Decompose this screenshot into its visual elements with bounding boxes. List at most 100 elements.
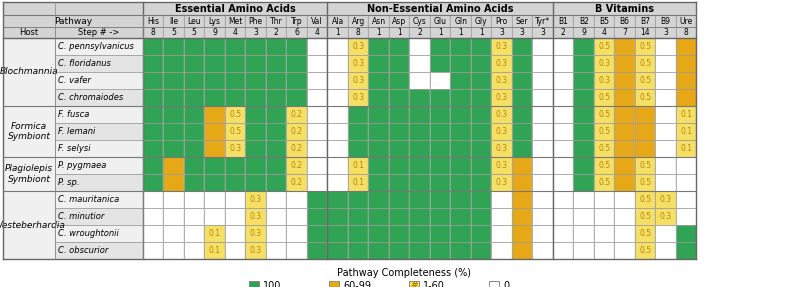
Bar bbox=[430, 174, 451, 191]
Bar bbox=[184, 89, 205, 106]
Bar bbox=[635, 174, 655, 191]
Bar bbox=[55, 157, 143, 174]
Bar bbox=[348, 157, 369, 174]
Bar bbox=[615, 225, 635, 242]
Bar bbox=[471, 225, 492, 242]
Bar bbox=[184, 123, 205, 140]
Text: C. vafer: C. vafer bbox=[58, 76, 91, 85]
Bar bbox=[553, 123, 574, 140]
Bar bbox=[574, 72, 594, 89]
Bar bbox=[389, 140, 409, 157]
Bar bbox=[205, 89, 225, 106]
Bar bbox=[676, 191, 697, 208]
Bar bbox=[55, 140, 143, 157]
Bar bbox=[245, 72, 266, 89]
Bar bbox=[163, 242, 184, 259]
Bar bbox=[594, 191, 615, 208]
Text: 4: 4 bbox=[233, 28, 238, 37]
Bar bbox=[225, 140, 245, 157]
Bar bbox=[205, 15, 225, 27]
Bar bbox=[55, 174, 143, 191]
Bar bbox=[307, 157, 328, 174]
Text: F. fusca: F. fusca bbox=[58, 110, 89, 119]
Bar bbox=[532, 89, 553, 106]
Text: 0.2: 0.2 bbox=[290, 161, 303, 170]
Text: Val: Val bbox=[311, 16, 323, 26]
Text: 0.7: 0.7 bbox=[516, 246, 528, 255]
Text: 0.3: 0.3 bbox=[496, 161, 508, 170]
Bar bbox=[532, 225, 553, 242]
Bar bbox=[307, 174, 328, 191]
Text: 0.5: 0.5 bbox=[229, 127, 241, 136]
Bar bbox=[574, 191, 594, 208]
Bar bbox=[574, 208, 594, 225]
Bar bbox=[225, 106, 245, 123]
Bar bbox=[512, 208, 532, 225]
Text: 3: 3 bbox=[253, 28, 258, 37]
Bar bbox=[328, 38, 348, 55]
Text: 0.3: 0.3 bbox=[250, 229, 262, 238]
Bar bbox=[655, 174, 676, 191]
Bar bbox=[348, 106, 369, 123]
Bar bbox=[430, 15, 451, 27]
Bar bbox=[409, 208, 430, 225]
Bar bbox=[143, 72, 163, 89]
Bar bbox=[451, 55, 471, 72]
Text: 0.5: 0.5 bbox=[639, 195, 651, 204]
Text: C. mauritanica: C. mauritanica bbox=[58, 195, 119, 204]
Text: 0.5: 0.5 bbox=[598, 93, 610, 102]
Bar bbox=[512, 174, 532, 191]
Text: 8: 8 bbox=[684, 28, 688, 37]
Bar bbox=[225, 27, 245, 38]
Bar bbox=[635, 242, 655, 259]
Bar bbox=[184, 242, 205, 259]
Text: 0.6: 0.6 bbox=[639, 127, 651, 136]
Bar bbox=[307, 225, 328, 242]
Bar bbox=[286, 72, 307, 89]
Text: 1-60: 1-60 bbox=[423, 281, 445, 287]
Text: C. chromaiodes: C. chromaiodes bbox=[58, 93, 123, 102]
Bar bbox=[163, 72, 184, 89]
Bar bbox=[574, 123, 594, 140]
Bar bbox=[553, 89, 574, 106]
Bar bbox=[532, 38, 553, 55]
Text: F. lemani: F. lemani bbox=[58, 127, 95, 136]
Bar bbox=[615, 242, 635, 259]
Text: 0.8: 0.8 bbox=[680, 42, 693, 51]
Bar bbox=[492, 140, 512, 157]
Text: 3: 3 bbox=[499, 28, 504, 37]
Bar bbox=[492, 191, 512, 208]
Bar bbox=[143, 27, 163, 38]
Text: Step # ->: Step # -> bbox=[78, 28, 120, 37]
Text: 0.2: 0.2 bbox=[290, 144, 303, 153]
Bar bbox=[143, 106, 163, 123]
Bar bbox=[369, 72, 389, 89]
Bar bbox=[184, 157, 205, 174]
Bar bbox=[143, 191, 163, 208]
Bar bbox=[184, 15, 205, 27]
Text: 0.5: 0.5 bbox=[598, 178, 610, 187]
Bar bbox=[471, 123, 492, 140]
Bar bbox=[307, 123, 328, 140]
Bar bbox=[492, 208, 512, 225]
Bar bbox=[574, 174, 594, 191]
Bar bbox=[205, 191, 225, 208]
Bar bbox=[492, 157, 512, 174]
Bar bbox=[655, 140, 676, 157]
Bar bbox=[55, 242, 143, 259]
Bar bbox=[512, 140, 532, 157]
Bar bbox=[328, 89, 348, 106]
Bar bbox=[328, 242, 348, 259]
Text: Blochmannia: Blochmannia bbox=[0, 67, 58, 77]
Bar bbox=[430, 225, 451, 242]
Bar bbox=[266, 106, 286, 123]
Bar bbox=[635, 123, 655, 140]
Text: 0.7: 0.7 bbox=[516, 229, 528, 238]
Bar bbox=[205, 72, 225, 89]
Bar bbox=[245, 174, 266, 191]
Bar bbox=[286, 157, 307, 174]
Bar bbox=[615, 123, 635, 140]
Bar bbox=[369, 38, 389, 55]
Text: C. wroughtonii: C. wroughtonii bbox=[58, 229, 119, 238]
Text: 0.5: 0.5 bbox=[639, 59, 651, 68]
